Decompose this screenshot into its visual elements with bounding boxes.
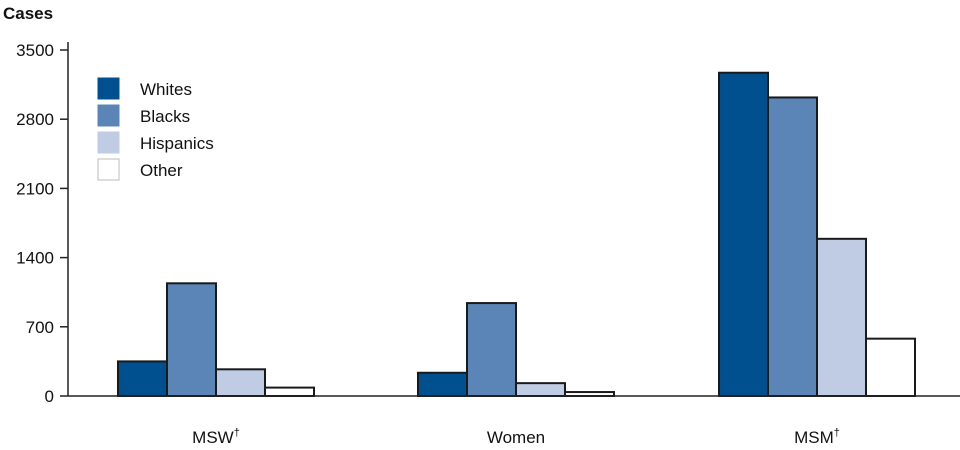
bar-hispanics-msw bbox=[215, 368, 266, 397]
category-label: MSW† bbox=[192, 427, 240, 447]
y-axis-ticks: 0 700 1400 2100 2800 3500 bbox=[16, 41, 68, 406]
category-label-text: MSW bbox=[192, 428, 234, 447]
y-tick-label: 1400 bbox=[16, 249, 54, 268]
category-label: Women bbox=[487, 428, 545, 447]
y-tick-label: 3500 bbox=[16, 41, 54, 60]
legend-label-whites: Whites bbox=[140, 80, 192, 99]
bars bbox=[117, 71, 916, 398]
bar-blacks-msw bbox=[166, 282, 217, 397]
y-tick-label: 2800 bbox=[16, 110, 54, 129]
bar-other-msm bbox=[865, 337, 916, 398]
category-label-text: MSM bbox=[794, 428, 834, 447]
y-axis-label: Cases bbox=[3, 4, 53, 23]
bar-whites-msw bbox=[117, 360, 168, 397]
bar-whites-women bbox=[417, 371, 468, 398]
y-tick-label: 2100 bbox=[16, 179, 54, 198]
legend-label-other: Other bbox=[140, 161, 183, 180]
bar-hispanics-women bbox=[515, 382, 566, 397]
bar-hispanics-msm bbox=[816, 237, 867, 397]
category-label-superscript: † bbox=[234, 427, 240, 439]
legend-swatch-blacks bbox=[97, 104, 120, 127]
legend-swatch-hispanics bbox=[97, 131, 120, 154]
bar-blacks-women bbox=[466, 302, 517, 397]
legend-swatch-whites bbox=[97, 77, 120, 100]
category-labels: MSW† Women MSM† bbox=[192, 427, 840, 447]
category-label-superscript: † bbox=[834, 427, 840, 439]
bar-whites-msm bbox=[718, 71, 769, 397]
category-label: MSM† bbox=[794, 427, 840, 447]
y-tick-label: 700 bbox=[26, 318, 54, 337]
legend-label-hispanics: Hispanics bbox=[140, 134, 214, 153]
y-tick-label: 0 bbox=[45, 387, 54, 406]
legend: Whites Blacks Hispanics Other bbox=[97, 77, 214, 181]
bar-blacks-msm bbox=[767, 96, 818, 398]
legend-swatch-other bbox=[97, 158, 120, 181]
legend-label-blacks: Blacks bbox=[140, 107, 190, 126]
bar-other-msw bbox=[264, 386, 315, 397]
category-label-text: Women bbox=[487, 428, 545, 447]
